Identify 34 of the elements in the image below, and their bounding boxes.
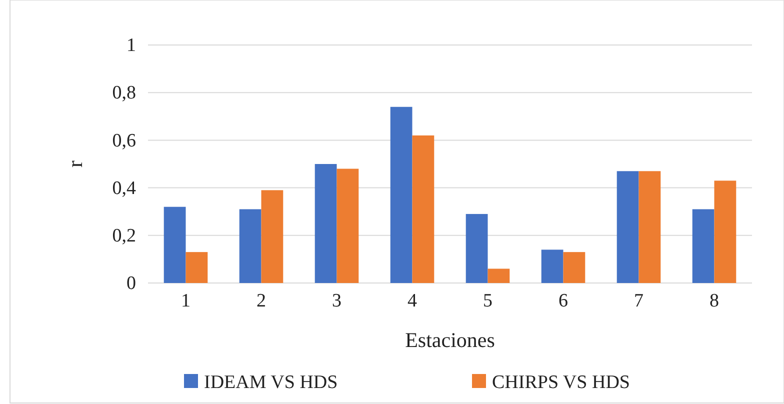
bar bbox=[239, 209, 262, 283]
bar bbox=[390, 106, 412, 283]
bar bbox=[638, 171, 661, 283]
bar bbox=[541, 250, 564, 283]
bar bbox=[563, 252, 586, 283]
y-tick-label: 0,2 bbox=[112, 225, 136, 246]
bar bbox=[186, 252, 208, 283]
bar bbox=[314, 164, 337, 283]
y-tick-label: 0,6 bbox=[112, 130, 136, 152]
y-axis-title: r bbox=[63, 160, 87, 168]
bar bbox=[714, 180, 736, 283]
legend-label: IDEAM VS HDS bbox=[204, 372, 338, 393]
x-tick-label: 6 bbox=[558, 290, 568, 312]
y-tick-label: 0 bbox=[126, 273, 136, 294]
bar bbox=[336, 168, 359, 283]
x-tick-label: 8 bbox=[710, 290, 719, 312]
bar bbox=[466, 214, 488, 283]
y-tick-label: 0,8 bbox=[112, 82, 136, 104]
bar bbox=[692, 209, 714, 283]
y-tick-label: 0,4 bbox=[112, 178, 136, 199]
x-tick-label: 7 bbox=[634, 290, 644, 312]
bar bbox=[412, 135, 434, 283]
x-tick-label: 2 bbox=[256, 290, 266, 312]
bar bbox=[488, 268, 510, 283]
bar bbox=[261, 190, 284, 283]
x-tick-label: 3 bbox=[332, 290, 342, 312]
x-axis-title: Estaciones bbox=[405, 328, 495, 352]
y-tick-label: 1 bbox=[126, 35, 136, 56]
x-tick-label: 1 bbox=[181, 290, 190, 312]
legend-label: CHIRPS VS HDS bbox=[492, 372, 630, 393]
bar bbox=[164, 206, 186, 283]
bar bbox=[616, 171, 639, 283]
x-tick-label: 5 bbox=[483, 290, 492, 312]
x-tick-label: 4 bbox=[408, 290, 418, 312]
